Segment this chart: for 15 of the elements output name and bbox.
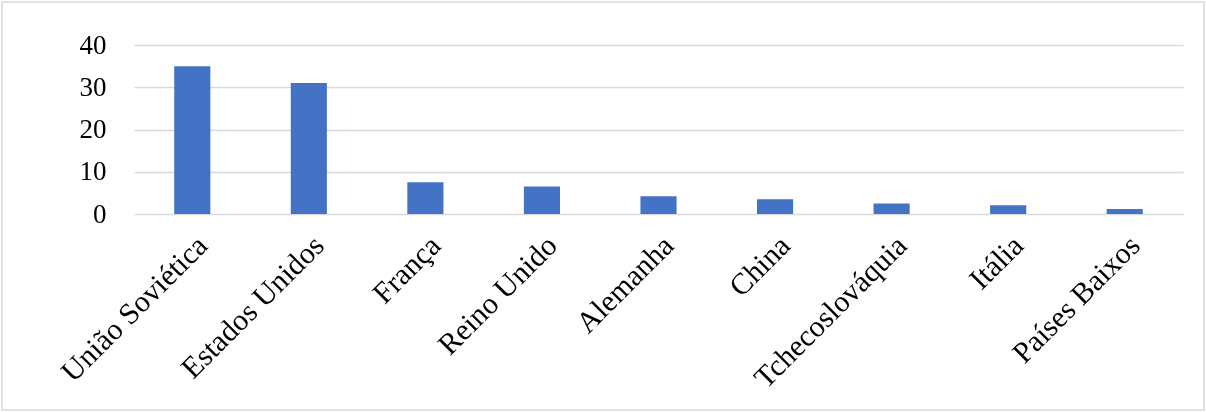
x-tick-label: Itália — [962, 228, 1030, 296]
bar — [290, 83, 327, 214]
bar — [990, 205, 1027, 214]
y-tick-label: 40 — [79, 29, 107, 60]
y-tick-label: 30 — [79, 71, 107, 102]
bar — [523, 186, 561, 214]
y-tick-label: 20 — [79, 114, 107, 144]
bar — [756, 199, 794, 214]
bar — [640, 196, 677, 214]
bar — [407, 182, 444, 214]
y-tick-label: 0 — [93, 198, 107, 229]
bar — [1106, 208, 1143, 214]
bar — [873, 203, 910, 214]
bar — [174, 66, 211, 214]
y-tick-label: 10 — [79, 156, 107, 187]
